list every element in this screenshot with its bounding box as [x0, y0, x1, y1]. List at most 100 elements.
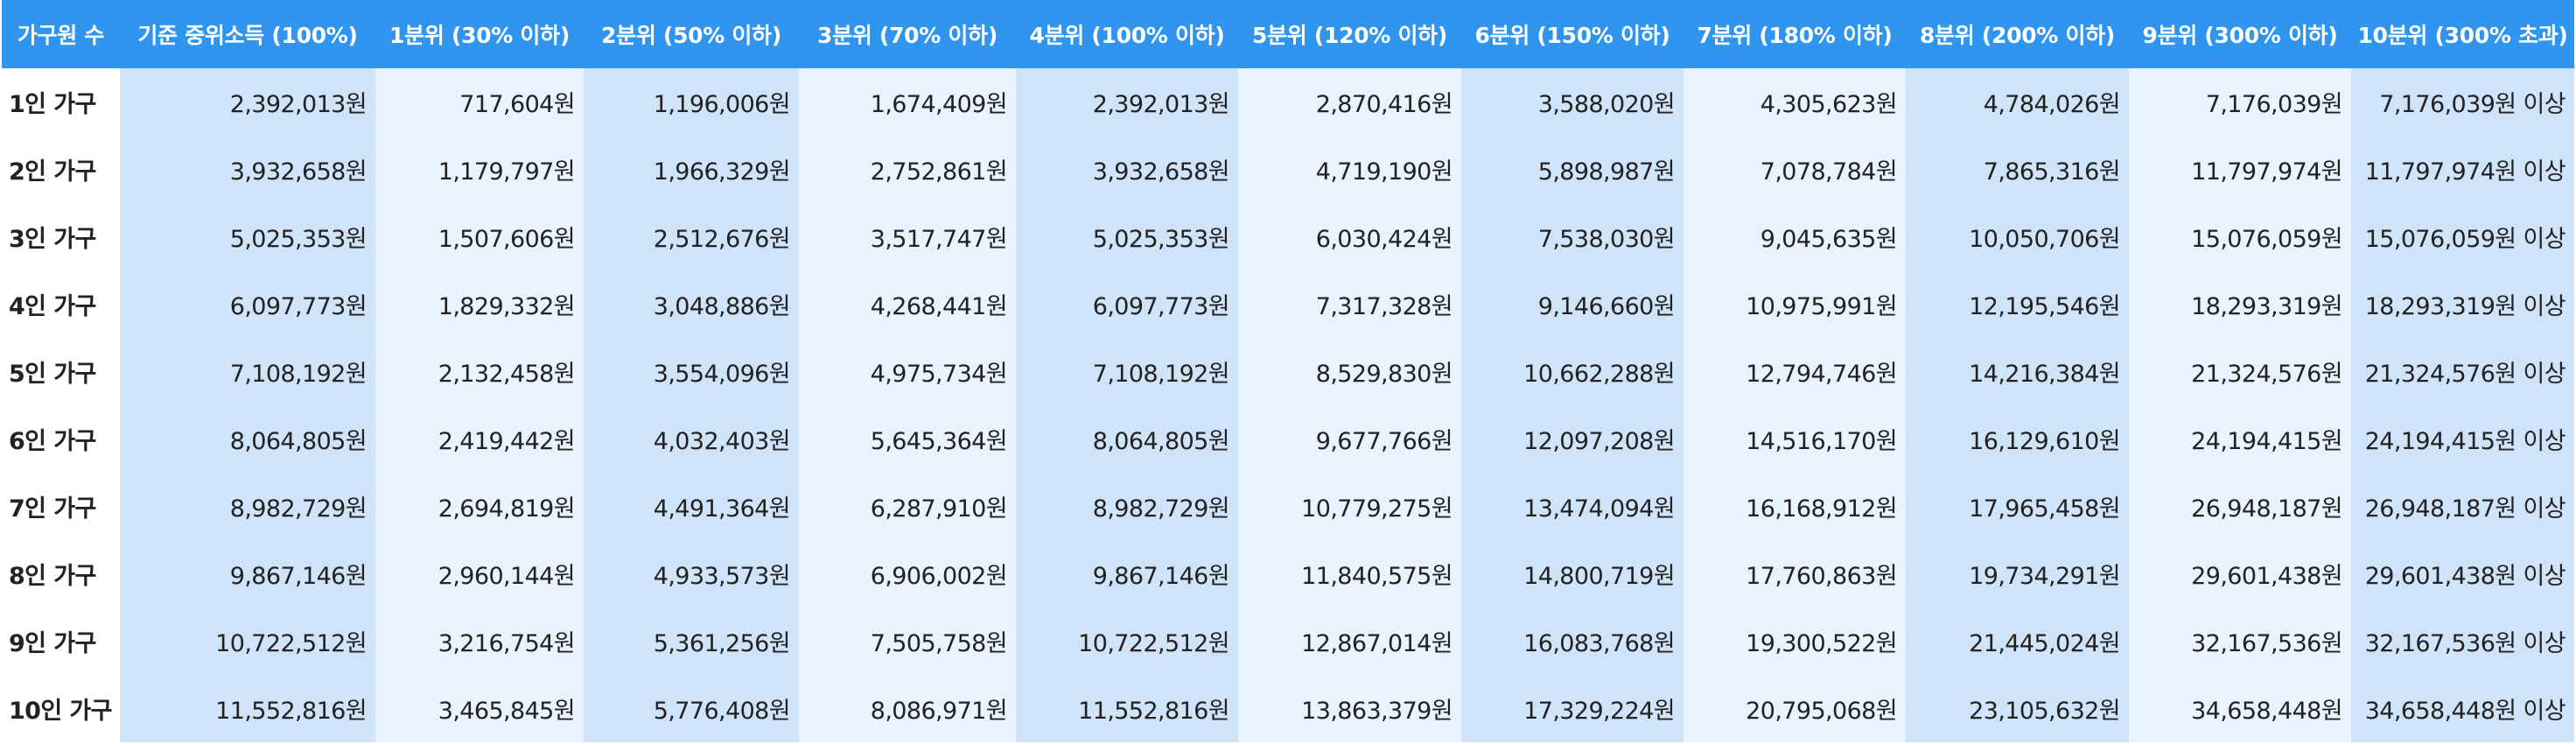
table-row: 10인 가구 11,552,816원 3,465,845원 5,776,408원 8,0… — [2, 675, 2574, 742]
row-household-label: 6인 가구 — [2, 405, 120, 473]
decile-3-cell: 6,906,002원 — [799, 540, 1016, 607]
decile-2-cell: 3,048,886원 — [584, 270, 799, 338]
decile-9-cell: 34,658,448원 — [2129, 675, 2351, 742]
decile-9-cell: 7,176,039원 — [2129, 68, 2351, 136]
header-decile-2: 2분위 (50% 이하) — [584, 0, 799, 68]
decile-9-cell: 24,194,415원 — [2129, 405, 2351, 473]
median-income-cell: 8,982,729원 — [120, 473, 375, 540]
decile-9-cell: 29,601,438원 — [2129, 540, 2351, 607]
median-income-cell: 5,025,353원 — [120, 203, 375, 270]
header-decile-6: 6분위 (150% 이하) — [1461, 0, 1684, 68]
decile-8-cell: 14,216,384원 — [1906, 338, 2129, 405]
decile-10-cell: 11,797,974원 이상 — [2351, 136, 2574, 203]
table-header: 가구원 수 기준 중위소득 (100%) 1분위 (30% 이하) 2분위 (50% … — [2, 0, 2574, 68]
table-row: 1인 가구 2,392,013원 717,604원 1,196,006원 1,674,4… — [2, 68, 2574, 136]
decile-8-cell: 7,865,316원 — [1906, 136, 2129, 203]
decile-2-cell: 4,491,364원 — [584, 473, 799, 540]
table-row: 2인 가구 3,932,658원 1,179,797원 1,966,329원 2,752… — [2, 136, 2574, 203]
decile-3-cell: 2,752,861원 — [799, 136, 1016, 203]
row-household-label: 10인 가구 — [2, 675, 120, 742]
decile-5-cell: 4,719,190원 — [1238, 136, 1461, 203]
table-row: 9인 가구 10,722,512원 3,216,754원 5,361,256원 7,50… — [2, 607, 2574, 675]
decile-3-cell: 8,086,971원 — [799, 675, 1016, 742]
median-income-cell: 9,867,146원 — [120, 540, 375, 607]
decile-6-cell: 16,083,768원 — [1461, 607, 1684, 675]
decile-3-cell: 4,268,441원 — [799, 270, 1016, 338]
decile-7-cell: 10,975,991원 — [1684, 270, 1906, 338]
row-household-label: 4인 가구 — [2, 270, 120, 338]
decile-5-cell: 11,840,575원 — [1238, 540, 1461, 607]
decile-3-cell: 5,645,364원 — [799, 405, 1016, 473]
table-body: 1인 가구 2,392,013원 717,604원 1,196,006원 1,674,4… — [2, 68, 2574, 742]
decile-4-cell: 2,392,013원 — [1016, 68, 1238, 136]
header-decile-4: 4분위 (100% 이하) — [1016, 0, 1238, 68]
decile-9-cell: 15,076,059원 — [2129, 203, 2351, 270]
header-decile-10: 10분위 (300% 초과) — [2351, 0, 2574, 68]
decile-4-cell: 3,932,658원 — [1016, 136, 1238, 203]
decile-5-cell: 13,863,379원 — [1238, 675, 1461, 742]
decile-9-cell: 11,797,974원 — [2129, 136, 2351, 203]
decile-2-cell: 5,361,256원 — [584, 607, 799, 675]
decile-5-cell: 6,030,424원 — [1238, 203, 1461, 270]
header-household-size: 가구원 수 — [2, 0, 120, 68]
header-decile-1: 1분위 (30% 이하) — [375, 0, 584, 68]
decile-4-cell: 8,064,805원 — [1016, 405, 1238, 473]
median-income-cell: 10,722,512원 — [120, 607, 375, 675]
decile-2-cell: 4,933,573원 — [584, 540, 799, 607]
decile-8-cell: 16,129,610원 — [1906, 405, 2129, 473]
decile-4-cell: 9,867,146원 — [1016, 540, 1238, 607]
decile-8-cell: 4,784,026원 — [1906, 68, 2129, 136]
median-income-cell: 8,064,805원 — [120, 405, 375, 473]
decile-2-cell: 3,554,096원 — [584, 338, 799, 405]
decile-10-cell: 21,324,576원 이상 — [2351, 338, 2574, 405]
decile-5-cell: 2,870,416원 — [1238, 68, 1461, 136]
table-row: 5인 가구 7,108,192원 2,132,458원 3,554,096원 4,975… — [2, 338, 2574, 405]
decile-10-cell: 15,076,059원 이상 — [2351, 203, 2574, 270]
decile-3-cell: 3,517,747원 — [799, 203, 1016, 270]
decile-7-cell: 19,300,522원 — [1684, 607, 1906, 675]
decile-10-cell: 26,948,187원 이상 — [2351, 473, 2574, 540]
decile-10-cell: 18,293,319원 이상 — [2351, 270, 2574, 338]
decile-2-cell: 5,776,408원 — [584, 675, 799, 742]
decile-1-cell: 1,179,797원 — [375, 136, 584, 203]
decile-2-cell: 1,966,329원 — [584, 136, 799, 203]
row-household-label: 2인 가구 — [2, 136, 120, 203]
decile-10-cell: 32,167,536원 이상 — [2351, 607, 2574, 675]
decile-7-cell: 20,795,068원 — [1684, 675, 1906, 742]
decile-8-cell: 19,734,291원 — [1906, 540, 2129, 607]
decile-4-cell: 7,108,192원 — [1016, 338, 1238, 405]
decile-7-cell: 14,516,170원 — [1684, 405, 1906, 473]
decile-4-cell: 10,722,512원 — [1016, 607, 1238, 675]
decile-9-cell: 26,948,187원 — [2129, 473, 2351, 540]
decile-6-cell: 3,588,020원 — [1461, 68, 1684, 136]
decile-4-cell: 8,982,729원 — [1016, 473, 1238, 540]
decile-3-cell: 7,505,758원 — [799, 607, 1016, 675]
decile-1-cell: 1,829,332원 — [375, 270, 584, 338]
table-row: 7인 가구 8,982,729원 2,694,819원 4,491,364원 6,287… — [2, 473, 2574, 540]
table-row: 8인 가구 9,867,146원 2,960,144원 4,933,573원 6,906… — [2, 540, 2574, 607]
decile-6-cell: 17,329,224원 — [1461, 675, 1684, 742]
header-decile-3: 3분위 (70% 이하) — [799, 0, 1016, 68]
decile-2-cell: 1,196,006원 — [584, 68, 799, 136]
decile-7-cell: 12,794,746원 — [1684, 338, 1906, 405]
decile-9-cell: 18,293,319원 — [2129, 270, 2351, 338]
row-household-label: 3인 가구 — [2, 203, 120, 270]
decile-3-cell: 6,287,910원 — [799, 473, 1016, 540]
header-decile-5: 5분위 (120% 이하) — [1238, 0, 1461, 68]
decile-2-cell: 4,032,403원 — [584, 405, 799, 473]
decile-1-cell: 3,465,845원 — [375, 675, 584, 742]
decile-8-cell: 21,445,024원 — [1906, 607, 2129, 675]
row-household-label: 9인 가구 — [2, 607, 120, 675]
decile-10-cell: 7,176,039원 이상 — [2351, 68, 2574, 136]
decile-6-cell: 13,474,094원 — [1461, 473, 1684, 540]
decile-9-cell: 21,324,576원 — [2129, 338, 2351, 405]
header-decile-7: 7분위 (180% 이하) — [1684, 0, 1906, 68]
decile-6-cell: 7,538,030원 — [1461, 203, 1684, 270]
decile-6-cell: 9,146,660원 — [1461, 270, 1684, 338]
decile-8-cell: 17,965,458원 — [1906, 473, 2129, 540]
decile-9-cell: 32,167,536원 — [2129, 607, 2351, 675]
row-household-label: 8인 가구 — [2, 540, 120, 607]
row-household-label: 5인 가구 — [2, 338, 120, 405]
decile-4-cell: 6,097,773원 — [1016, 270, 1238, 338]
